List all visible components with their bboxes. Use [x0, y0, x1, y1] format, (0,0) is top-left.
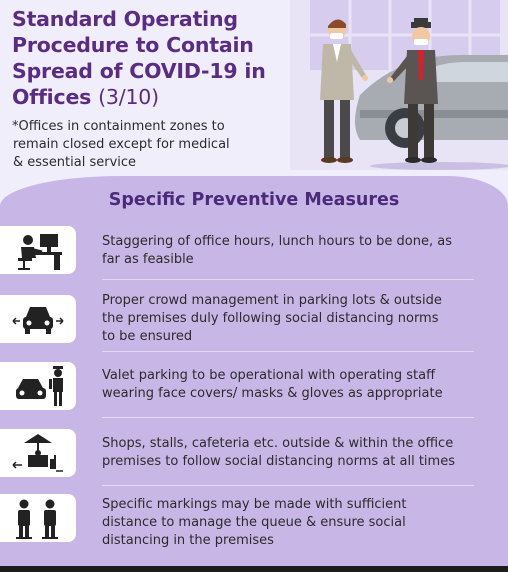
measure-5-line-1: Specific markings may be made with suffi… [102, 497, 407, 512]
preventive-measures-panel [0, 176, 508, 568]
bottom-bar [0, 566, 508, 572]
office-desk-icon [0, 226, 76, 274]
title-line-3: Spread of COVID-19 in [12, 59, 266, 83]
divider [102, 417, 474, 418]
divider [102, 351, 474, 352]
valet-illustration [290, 0, 508, 170]
note-line-1: *Offices in containment zones to [12, 119, 225, 134]
divider [102, 485, 474, 486]
measure-text-4: Shops, stalls, cafeteria etc. outside & … [102, 435, 477, 471]
queue-distancing-icon [0, 494, 76, 542]
measure-1-line-1: Staggering of office hours, lunch hours … [102, 234, 452, 249]
note-line-3: & essential service [13, 155, 137, 170]
title-line-1: Standard Operating [12, 7, 238, 31]
valet-parking-icon [0, 362, 76, 410]
page-indicator: (3/10) [98, 85, 159, 109]
section-title: Specific Preventive Measures [108, 190, 400, 210]
measure-2-line-2: the premises duly following social dista… [102, 311, 439, 326]
containment-note: *Offices in containment zones to remain … [12, 118, 287, 172]
measure-5-line-2: distance to manage the queue & ensure so… [102, 515, 406, 530]
measure-2-line-1: Proper crowd management in parking lots … [102, 293, 442, 308]
measure-2-line-3: to be ensured [102, 329, 193, 344]
car-parking-icon [0, 295, 76, 343]
measure-3-line-1: Valet parking to be operational with ope… [102, 368, 436, 383]
measure-1-line-2: far as feasible [102, 252, 194, 267]
measure-text-3: Valet parking to be operational with ope… [102, 367, 477, 403]
divider [102, 279, 474, 280]
measure-4-line-1: Shops, stalls, cafeteria etc. outside & … [102, 436, 454, 451]
measure-4-line-2: premises to follow social distancing nor… [102, 454, 455, 469]
shop-stall-icon [0, 429, 76, 477]
title-line-2: Procedure to Contain [12, 33, 254, 57]
measure-text-5: Specific markings may be made with suffi… [102, 496, 477, 550]
measure-5-line-3: distancing in the premises [102, 533, 274, 548]
note-line-2: remain closed except for medical [13, 137, 230, 152]
measure-text-1: Staggering of office hours, lunch hours … [102, 233, 477, 269]
measure-3-line-2: wearing face covers/ masks & gloves as a… [102, 386, 443, 401]
page-title: Standard Operating Procedure to Contain … [12, 6, 292, 110]
measure-text-2: Proper crowd management in parking lots … [102, 292, 477, 346]
title-line-4: Offices [12, 85, 92, 109]
